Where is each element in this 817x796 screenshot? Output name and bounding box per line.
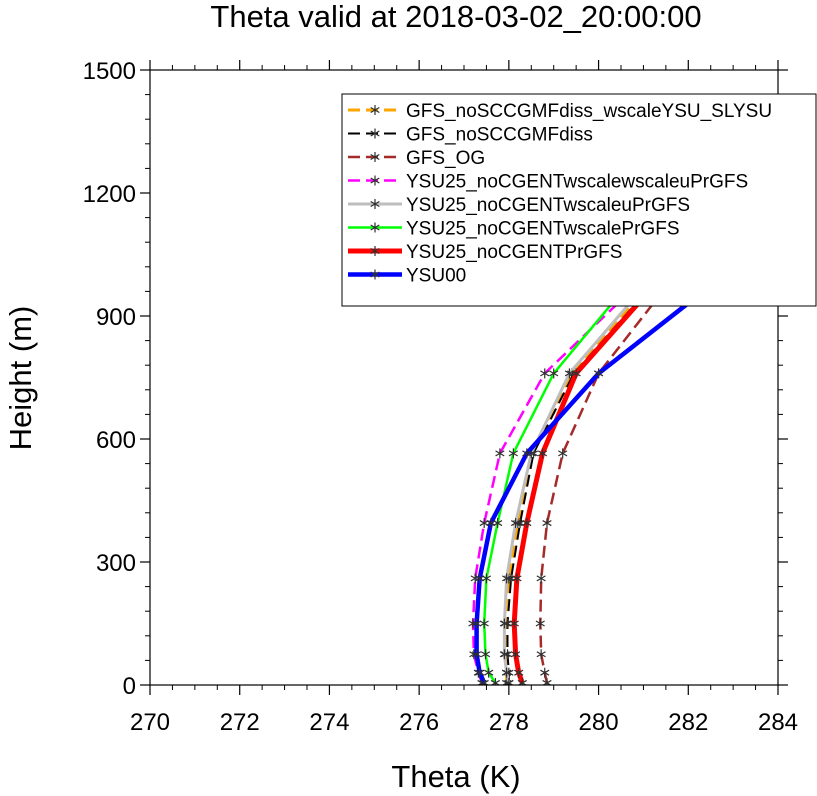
series-6-marker-7 (508, 448, 518, 459)
series-5-marker-6 (510, 518, 521, 529)
series-8-marker-7 (522, 448, 532, 459)
series-7-marker-3 (510, 649, 521, 660)
legend-box (341, 93, 817, 307)
series-5-marker-4 (499, 618, 510, 629)
x-tick-label: 284 (758, 709, 798, 736)
legend-marker-1 (370, 105, 380, 115)
series-8-marker-4 (471, 618, 482, 629)
series-8-marker-5 (475, 573, 485, 584)
series-6-marker-2 (484, 667, 494, 678)
x-tick-label: 276 (399, 709, 439, 736)
series-6-marker-3 (480, 649, 491, 660)
legend-marker-3 (370, 152, 380, 162)
legend-label-1: GFS_noSCCGMFdiss_wscaleYSU_SLYSU (406, 101, 772, 122)
legend-label-8: YSU00 (406, 266, 466, 287)
legend-label-5: YSU25_noCGENTwscaleuPrGFS (406, 195, 690, 216)
x-tick-label: 272 (220, 709, 260, 736)
y-tick-label: 0 (123, 673, 136, 700)
x-tick-label: 274 (309, 709, 349, 736)
series-6-marker-5 (481, 573, 492, 584)
x-tick-label: 270 (130, 709, 170, 736)
legend-label-6: YSU25_noCGENTwscalePrGFS (406, 219, 680, 240)
series-6-marker-8 (549, 368, 559, 379)
series-7-marker-2 (514, 667, 524, 678)
series-line-8 (474, 230, 778, 684)
series-5-marker-2 (501, 667, 512, 678)
x-tick-label: 282 (668, 709, 708, 736)
y-tick-label: 300 (96, 550, 136, 577)
series-8-marker-3 (471, 649, 482, 660)
x-tick-label: 280 (579, 709, 619, 736)
series-3-marker-6 (542, 518, 552, 529)
legend-marker-7 (370, 246, 380, 256)
legend-label-7: YSU25_noCGENTPrGFS (406, 242, 622, 263)
legend: GFS_noSCCGMFdiss_wscaleYSU_SLYSU GFS_noSC… (341, 93, 817, 307)
legend-marker-5 (370, 199, 380, 209)
series-4-marker-7 (495, 448, 505, 459)
series-8-marker-6 (486, 518, 496, 529)
legend-label-4: YSU25_noCGENTwscalewscaleuPrGFS (406, 172, 748, 193)
legend-marker-2 (370, 128, 380, 139)
series-4-marker-8 (540, 368, 550, 379)
chart-title: Theta valid at 2018-03-02_20:00:00 (210, 0, 701, 34)
series-7-marker-7 (537, 448, 548, 459)
legend-marker-4 (370, 175, 380, 186)
series-3-marker-2 (540, 667, 550, 678)
series-5-marker-5 (501, 573, 512, 584)
series-3-marker-4 (535, 618, 545, 629)
y-axis-label: Height (m) (3, 306, 38, 451)
series-3-marker-5 (536, 573, 546, 584)
series-7-marker-4 (509, 618, 519, 629)
series-8-marker-2 (475, 667, 485, 678)
series-3-marker-1 (542, 677, 552, 685)
legend-label-2: GFS_noSCCGMFdiss (406, 125, 593, 146)
axes: 270 272 274 276 278 280 282 284 0 300 600 900 1200 15… (83, 58, 798, 736)
legend-marker-8 (370, 269, 380, 280)
series-7-marker-6 (522, 518, 532, 529)
series-line-7 (511, 182, 778, 684)
series-7-marker-5 (512, 573, 522, 584)
series-8-marker-8 (593, 368, 604, 379)
series-7-marker-8 (571, 368, 581, 379)
series-3-marker-3 (536, 649, 546, 660)
series-line-5 (502, 183, 778, 684)
series-line-6 (482, 155, 778, 684)
legend-label-3: GFS_OG (406, 148, 485, 169)
series-line-3 (539, 192, 778, 684)
x-axis-label: Theta (K) (391, 759, 520, 794)
series-5-marker-3 (499, 649, 510, 660)
x-tick-label: 278 (489, 709, 529, 736)
y-tick-label: 1500 (83, 58, 136, 85)
legend-marker-6 (370, 222, 380, 233)
series-3-marker-7 (558, 448, 568, 459)
y-tick-label: 1200 (83, 181, 136, 208)
y-tick-label: 600 (96, 427, 136, 454)
series-4-marker-6 (479, 518, 489, 529)
y-tick-label: 900 (96, 304, 136, 331)
series-6-marker-4 (479, 618, 489, 629)
